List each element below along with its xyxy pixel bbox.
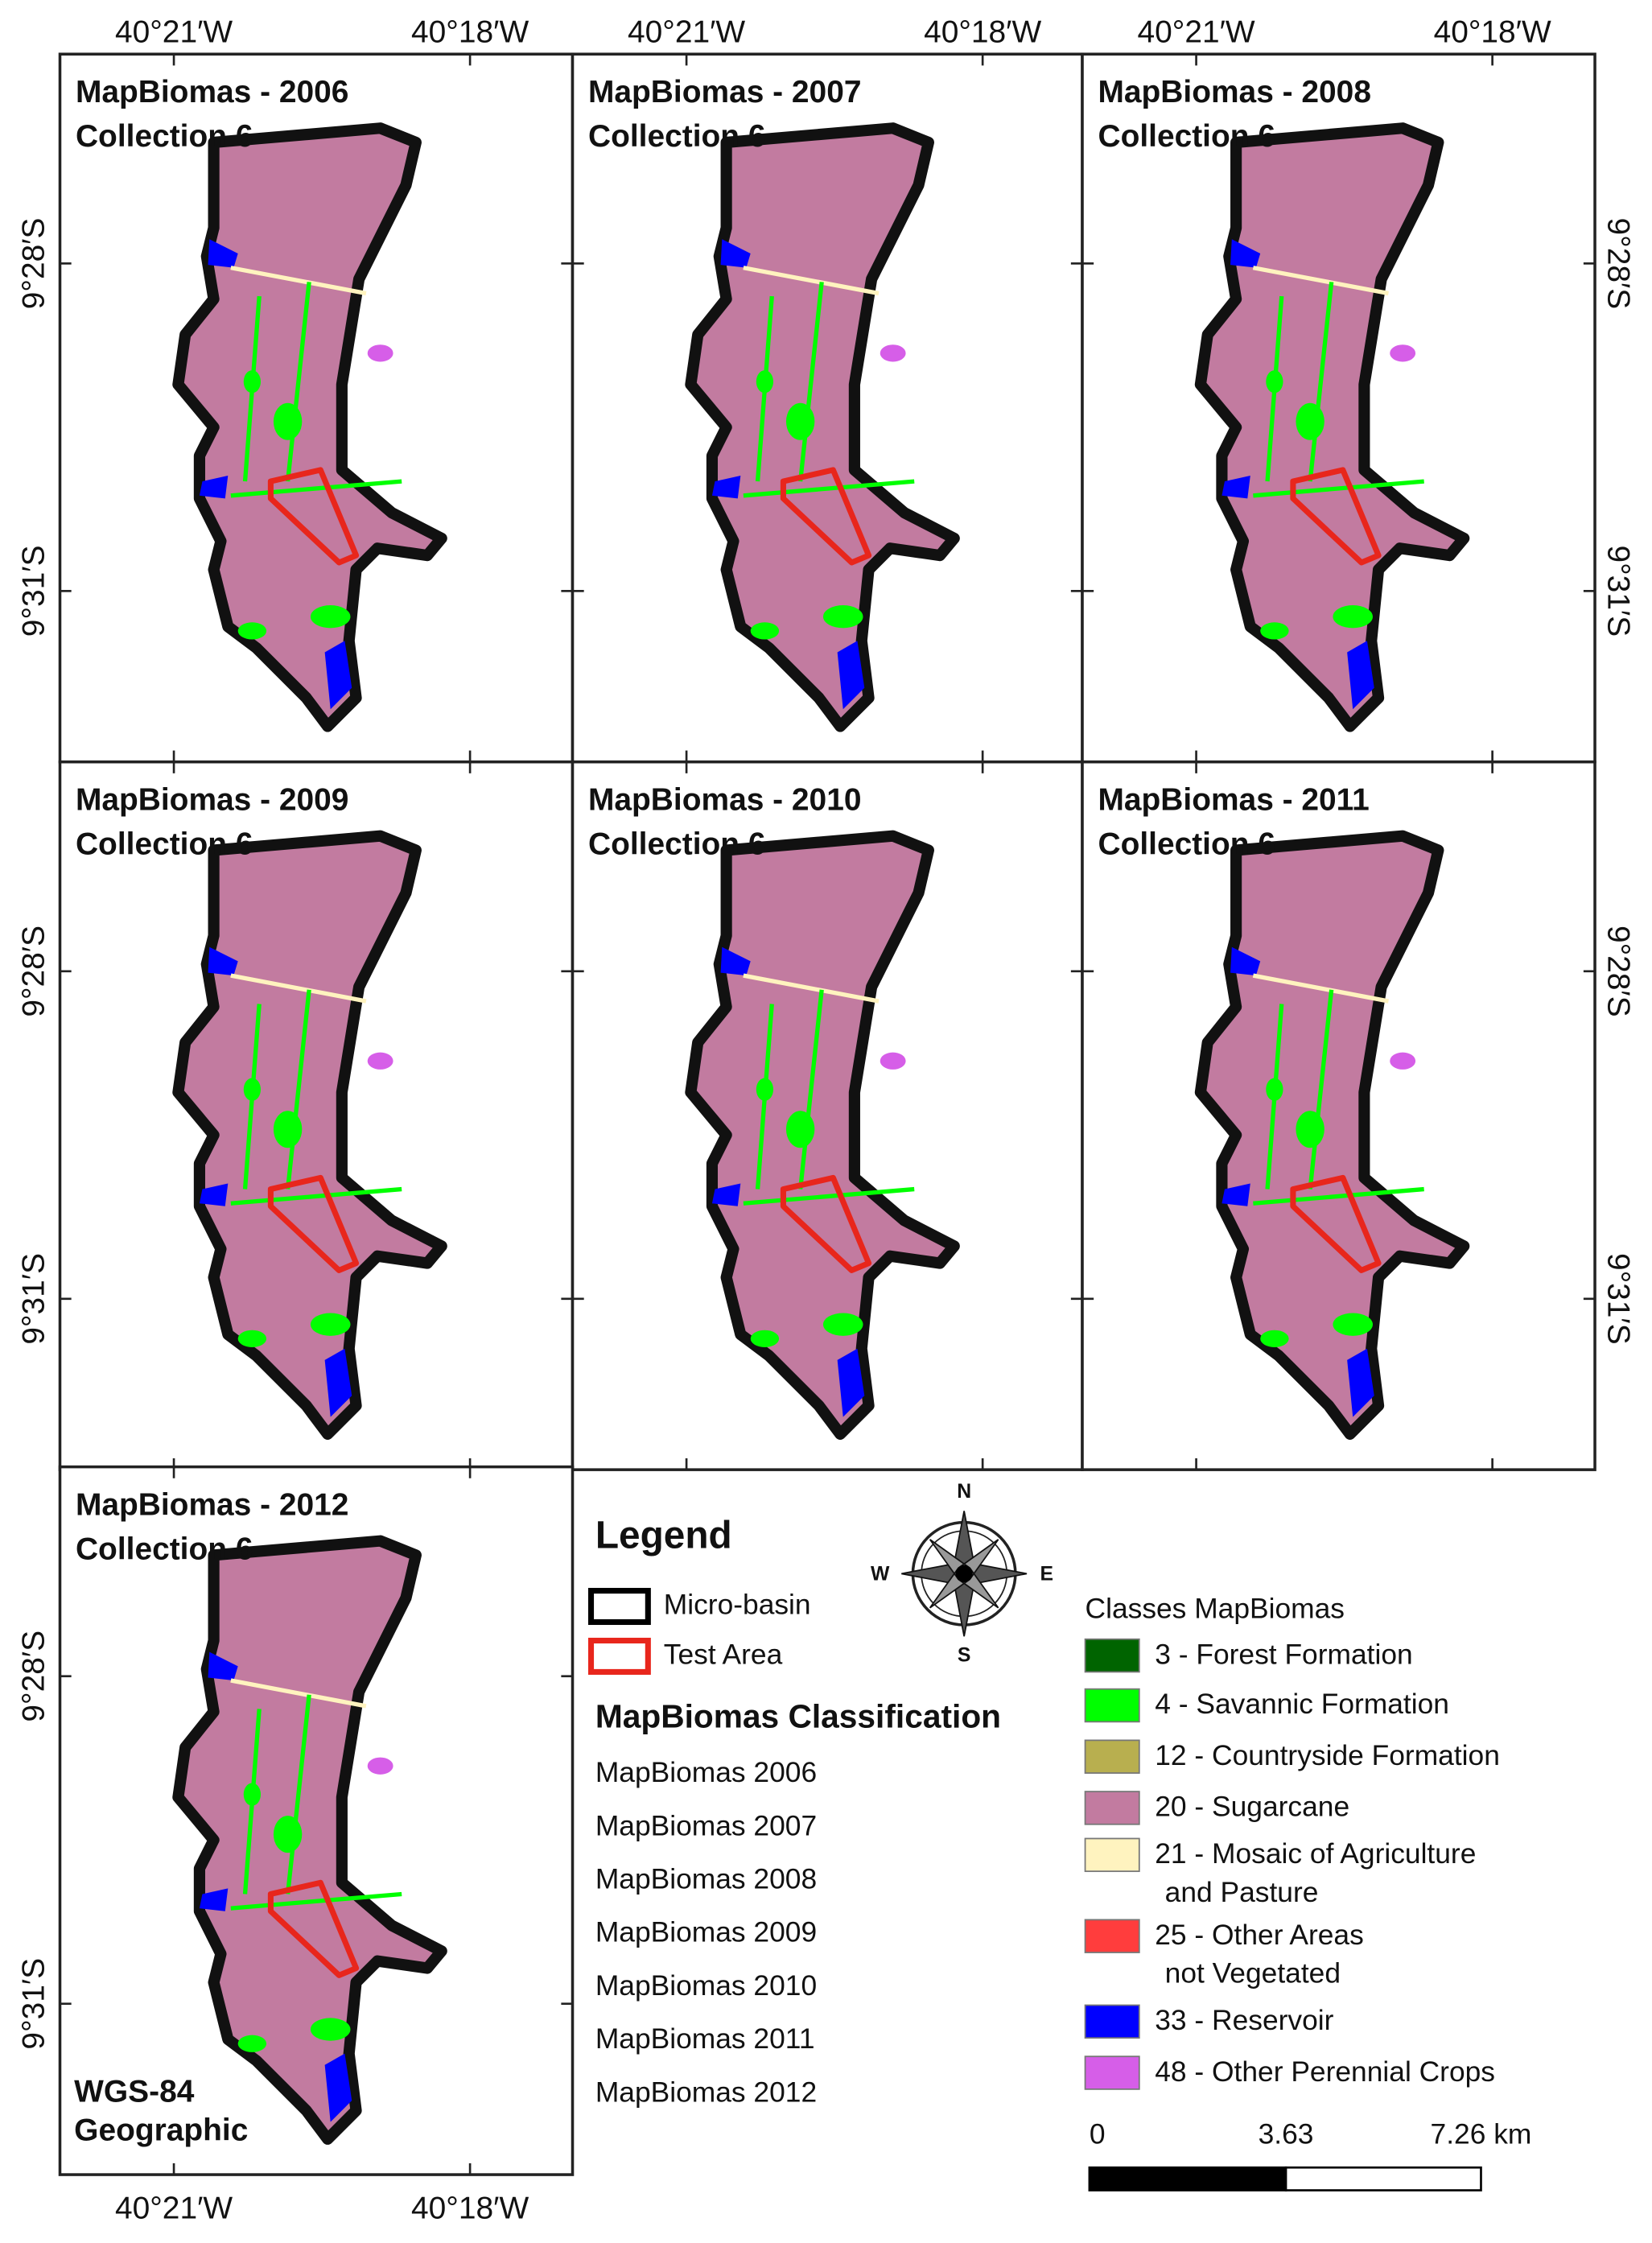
latitude-label: 9°31′S <box>17 1958 51 2050</box>
panel-subtitle: Collection 6 <box>76 827 253 861</box>
classification-item: MapBiomas 2011 <box>595 2023 815 2055</box>
longitude-label: 40°21′W <box>115 2191 233 2226</box>
class-label: not Vegetated <box>1165 1958 1341 1989</box>
class-label: 4 - Savannic Formation <box>1155 1688 1449 1720</box>
class-swatch <box>1084 2055 1140 2090</box>
latitude-label: 9°28′S <box>17 1631 51 1722</box>
panel-subtitle: Collection 6 <box>588 827 766 861</box>
class-label: 48 - Other Perennial Crops <box>1155 2056 1495 2088</box>
latitude-label: 9°31′S <box>1601 1253 1635 1345</box>
latitude-label: 9°31′S <box>1601 545 1635 637</box>
class-swatch <box>1084 1791 1140 1825</box>
class-swatch <box>1084 1837 1140 1873</box>
classification-item: MapBiomas 2009 <box>595 1917 817 1948</box>
latitude-label: 9°28′S <box>17 218 51 310</box>
classification-item: MapBiomas 2008 <box>595 1864 817 1895</box>
legend-swatch <box>587 1637 651 1675</box>
compass-center <box>955 1565 973 1582</box>
scale-bar <box>1088 2166 1287 2191</box>
panel-subtitle: Collection 6 <box>76 119 253 154</box>
classification-item: MapBiomas 2010 <box>595 1970 817 2002</box>
class-label: 20 - Sugarcane <box>1155 1792 1349 1823</box>
class-label: 21 - Mosaic of Agriculture <box>1155 1838 1476 1870</box>
compass-s: S <box>958 1645 971 1667</box>
class-swatch <box>1084 1688 1140 1723</box>
longitude-label: 40°21′W <box>628 15 745 50</box>
class-swatch <box>1084 1638 1140 1673</box>
legend-title: Legend <box>595 1515 732 1557</box>
class-swatch <box>1084 1739 1140 1774</box>
legend-swatch <box>587 1588 651 1626</box>
classification-item: MapBiomas 2006 <box>595 1757 817 1788</box>
class-label: 25 - Other Areas <box>1155 1919 1364 1951</box>
longitude-label: 40°21′W <box>1138 15 1255 50</box>
classification-item: MapBiomas 2012 <box>595 2076 817 2108</box>
panel-title: MapBiomas - 2006 <box>76 75 348 109</box>
panel-title: MapBiomas - 2007 <box>588 75 861 109</box>
longitude-label: 40°21′W <box>115 15 233 50</box>
panel-title: MapBiomas - 2009 <box>76 783 348 818</box>
classification-title: MapBiomas Classification <box>595 1698 1001 1735</box>
panel-subtitle: Collection 6 <box>1098 119 1275 154</box>
class-swatch <box>1084 2004 1140 2039</box>
class-swatch <box>1084 1919 1140 1953</box>
crs-label: Geographic <box>74 2113 248 2147</box>
panel-title: MapBiomas - 2011 <box>1098 783 1369 818</box>
classification-item: MapBiomas 2007 <box>595 1810 817 1841</box>
scale-label: 0 <box>1090 2119 1106 2150</box>
class-label: and Pasture <box>1165 1877 1319 1908</box>
compass-e: E <box>1040 1564 1054 1585</box>
panel-subtitle: Collection 6 <box>588 119 766 154</box>
longitude-label: 40°18′W <box>924 15 1041 50</box>
scale-label: 7.26 km <box>1431 2119 1532 2150</box>
longitude-label: 40°18′W <box>411 15 529 50</box>
latitude-label: 9°28′S <box>1601 218 1635 310</box>
latitude-label: 9°28′S <box>17 926 51 1017</box>
crs-label: WGS-84 <box>74 2074 195 2109</box>
compass-n: N <box>957 1481 971 1503</box>
panel-subtitle: Collection 6 <box>1098 827 1275 861</box>
panel-title: MapBiomas - 2008 <box>1098 75 1370 109</box>
latitude-label: 9°28′S <box>1601 926 1635 1017</box>
panel-title: MapBiomas - 2012 <box>76 1487 348 1522</box>
scale-label: 3.63 <box>1259 2119 1314 2150</box>
class-label: 33 - Reservoir <box>1155 2005 1333 2036</box>
legend-label: Test Area <box>664 1639 783 1670</box>
scale-bar <box>1284 2166 1482 2191</box>
longitude-label: 40°18′W <box>411 2191 529 2226</box>
legend-label: Micro-basin <box>664 1589 811 1620</box>
panel-subtitle: Collection 6 <box>76 1532 253 1566</box>
latitude-label: 9°31′S <box>17 545 51 637</box>
longitude-label: 40°18′W <box>1434 15 1551 50</box>
compass-w: W <box>871 1564 890 1585</box>
classes-title: Classes MapBiomas <box>1086 1594 1345 1625</box>
latitude-label: 9°31′S <box>17 1253 51 1345</box>
class-label: 12 - Countryside Formation <box>1155 1740 1500 1771</box>
panel-title: MapBiomas - 2010 <box>588 783 861 818</box>
class-label: 3 - Forest Formation <box>1155 1639 1412 1670</box>
